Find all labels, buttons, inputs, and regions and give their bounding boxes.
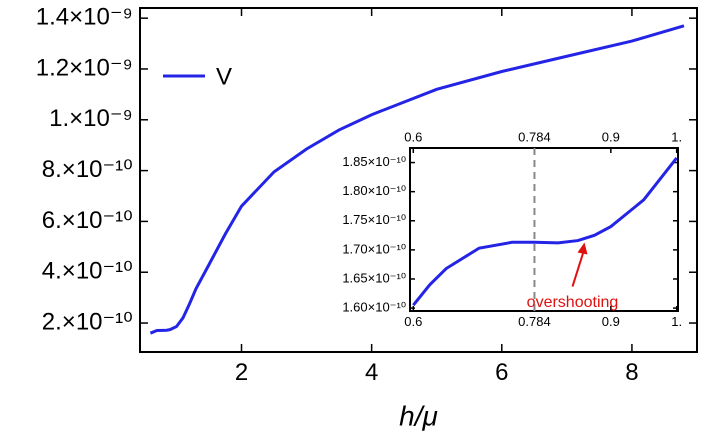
x-tick-label: 2 (235, 359, 248, 386)
y-tick-label: 4.×10⁻¹⁰ (42, 258, 133, 285)
x-tick-label: 0.784 (518, 314, 551, 329)
y-tick-label: 2.×10⁻¹⁰ (42, 308, 133, 335)
plot-frame (409, 147, 679, 312)
x-axis-label: h/μ (399, 400, 438, 431)
y-tick-label: 1.4×10⁻⁹ (36, 4, 133, 31)
annotation-text: overshooting (527, 294, 619, 311)
x-tick-label-top: 1. (671, 130, 682, 145)
y-tick-label: 8.×10⁻¹⁰ (42, 156, 133, 183)
data-line (412, 156, 678, 307)
x-tick-label: 1. (671, 314, 682, 329)
x-tick-label: 0.9 (602, 314, 620, 329)
plot-frame (139, 7, 698, 353)
x-tick-label-top: 0.6 (404, 130, 422, 145)
legend-label: V (216, 63, 232, 90)
y-tick-label: 1.70×10⁻¹⁰ (342, 241, 406, 256)
x-tick-label: 8 (625, 359, 638, 386)
y-tick-label: 1.60×10⁻¹⁰ (342, 300, 406, 315)
x-tick-label-top: 0.9 (602, 130, 620, 145)
inset-background (410, 148, 678, 311)
x-tick-label: 0.6 (404, 314, 422, 329)
annotation-arrowhead (577, 242, 588, 255)
y-tick-label: 1.65×10⁻¹⁰ (342, 270, 406, 285)
y-tick-label: 1.75×10⁻¹⁰ (342, 212, 406, 227)
y-tick-label: 1.85×10⁻¹⁰ (342, 154, 406, 169)
x-tick-label: 6 (495, 359, 508, 386)
y-tick-label: 1.80×10⁻¹⁰ (342, 183, 406, 198)
y-tick-label: 1.×10⁻⁹ (49, 105, 133, 132)
x-tick-label-top: 0.784 (518, 130, 551, 145)
data-line (149, 24, 685, 335)
y-tick-label: 1.2×10⁻⁹ (36, 54, 133, 81)
y-tick-label: 6.×10⁻¹⁰ (42, 207, 133, 234)
x-tick-label: 4 (365, 359, 378, 386)
annotation-arrow (571, 248, 586, 287)
